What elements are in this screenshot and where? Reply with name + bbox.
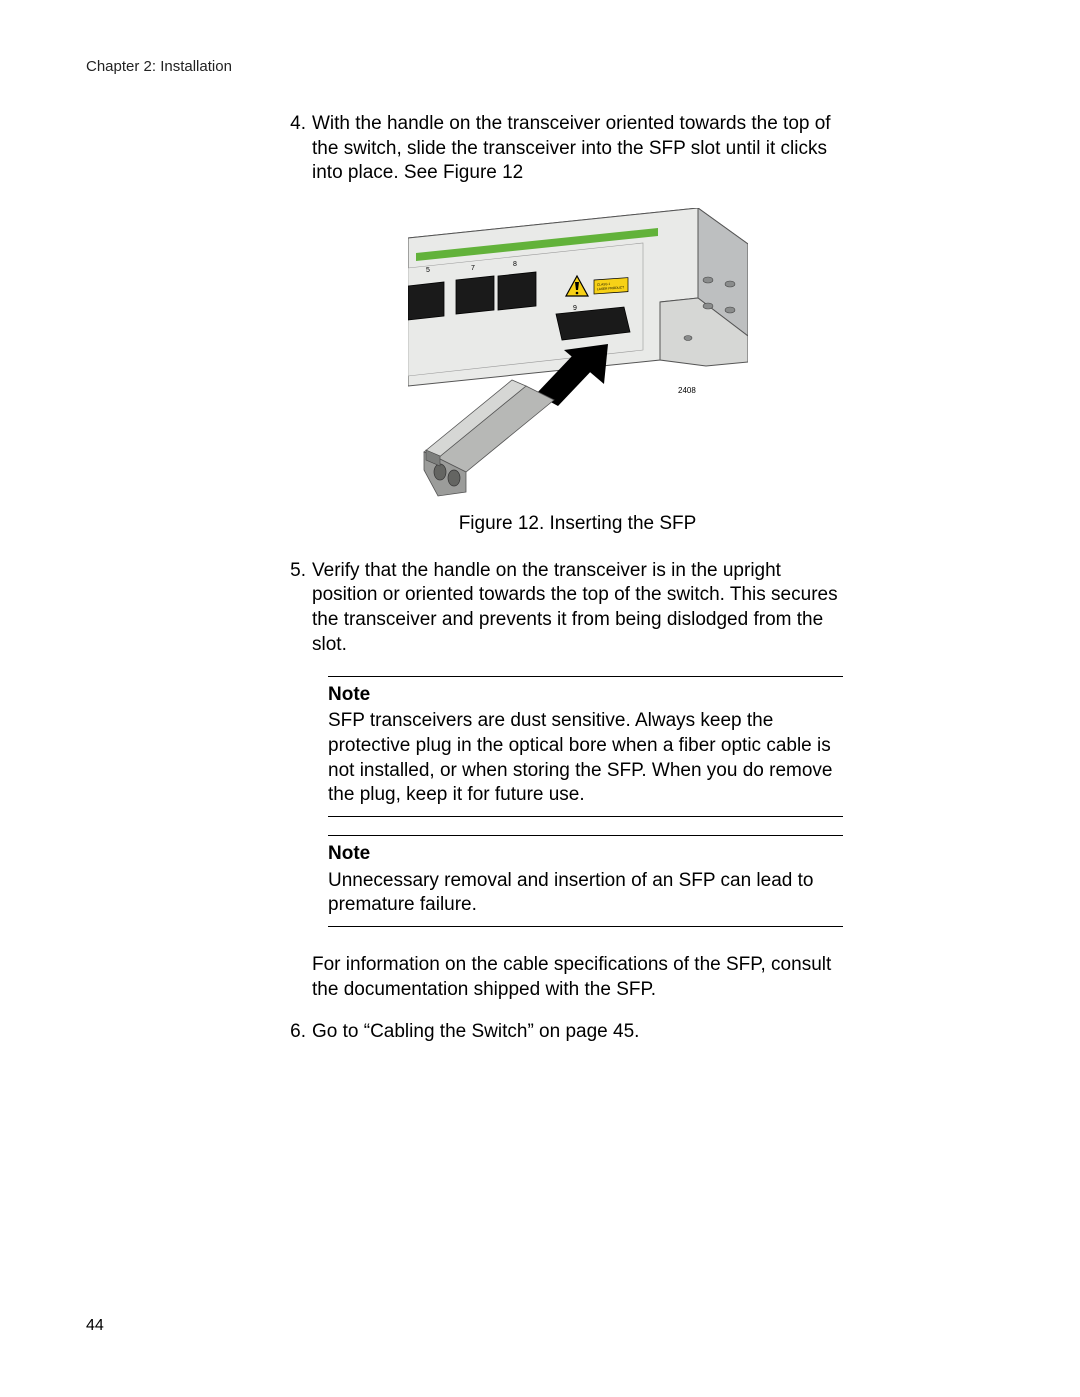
port-label-7: 7 (471, 265, 475, 272)
step-6: 6. Go to “Cabling the Switch” on page 45… (278, 1020, 843, 1045)
chapter-header: Chapter 2: Installation (86, 57, 232, 77)
step-5-text: Verify that the handle on the transceive… (312, 559, 843, 658)
step-4-number: 4. (278, 112, 312, 186)
followup-paragraph: For information on the cable specificati… (312, 953, 843, 1002)
step-6-text: Go to “Cabling the Switch” on page 45. (312, 1020, 843, 1045)
note-2-body: Unnecessary removal and insertion of an … (328, 869, 843, 918)
figure-part-number: 2408 (678, 386, 696, 395)
content-column: 4. With the handle on the transceiver or… (278, 112, 843, 1057)
note-1-body: SFP transceivers are dust sensitive. Alw… (328, 709, 843, 808)
note-1: Note SFP transceivers are dust sensitive… (328, 676, 843, 817)
page-number: 44 (86, 1316, 104, 1337)
note-2: Note Unnecessary removal and insertion o… (328, 835, 843, 927)
note-1-title: Note (328, 683, 843, 708)
figure-12-caption: Figure 12. Inserting the SFP (312, 512, 843, 537)
port-label-8: 8 (513, 261, 517, 268)
port-label-9: 9 (573, 305, 577, 312)
note-2-title: Note (328, 842, 843, 867)
page: Chapter 2: Installation 4. With the hand… (0, 0, 1080, 1397)
port-label-5: 5 (426, 267, 430, 274)
step-5-number: 5. (278, 559, 312, 658)
step-4-text: With the handle on the transceiver orien… (312, 112, 843, 186)
sfp-module-icon (424, 380, 554, 496)
step-5: 5. Verify that the handle on the transce… (278, 559, 843, 658)
step-6-number: 6. (278, 1020, 312, 1045)
step-4: 4. With the handle on the transceiver or… (278, 112, 843, 186)
figure-12-svg: 5 7 8 CLASS 1 LASER PRODUCT 9 SF (408, 208, 748, 498)
figure-12: 5 7 8 CLASS 1 LASER PRODUCT 9 SF (312, 208, 843, 537)
